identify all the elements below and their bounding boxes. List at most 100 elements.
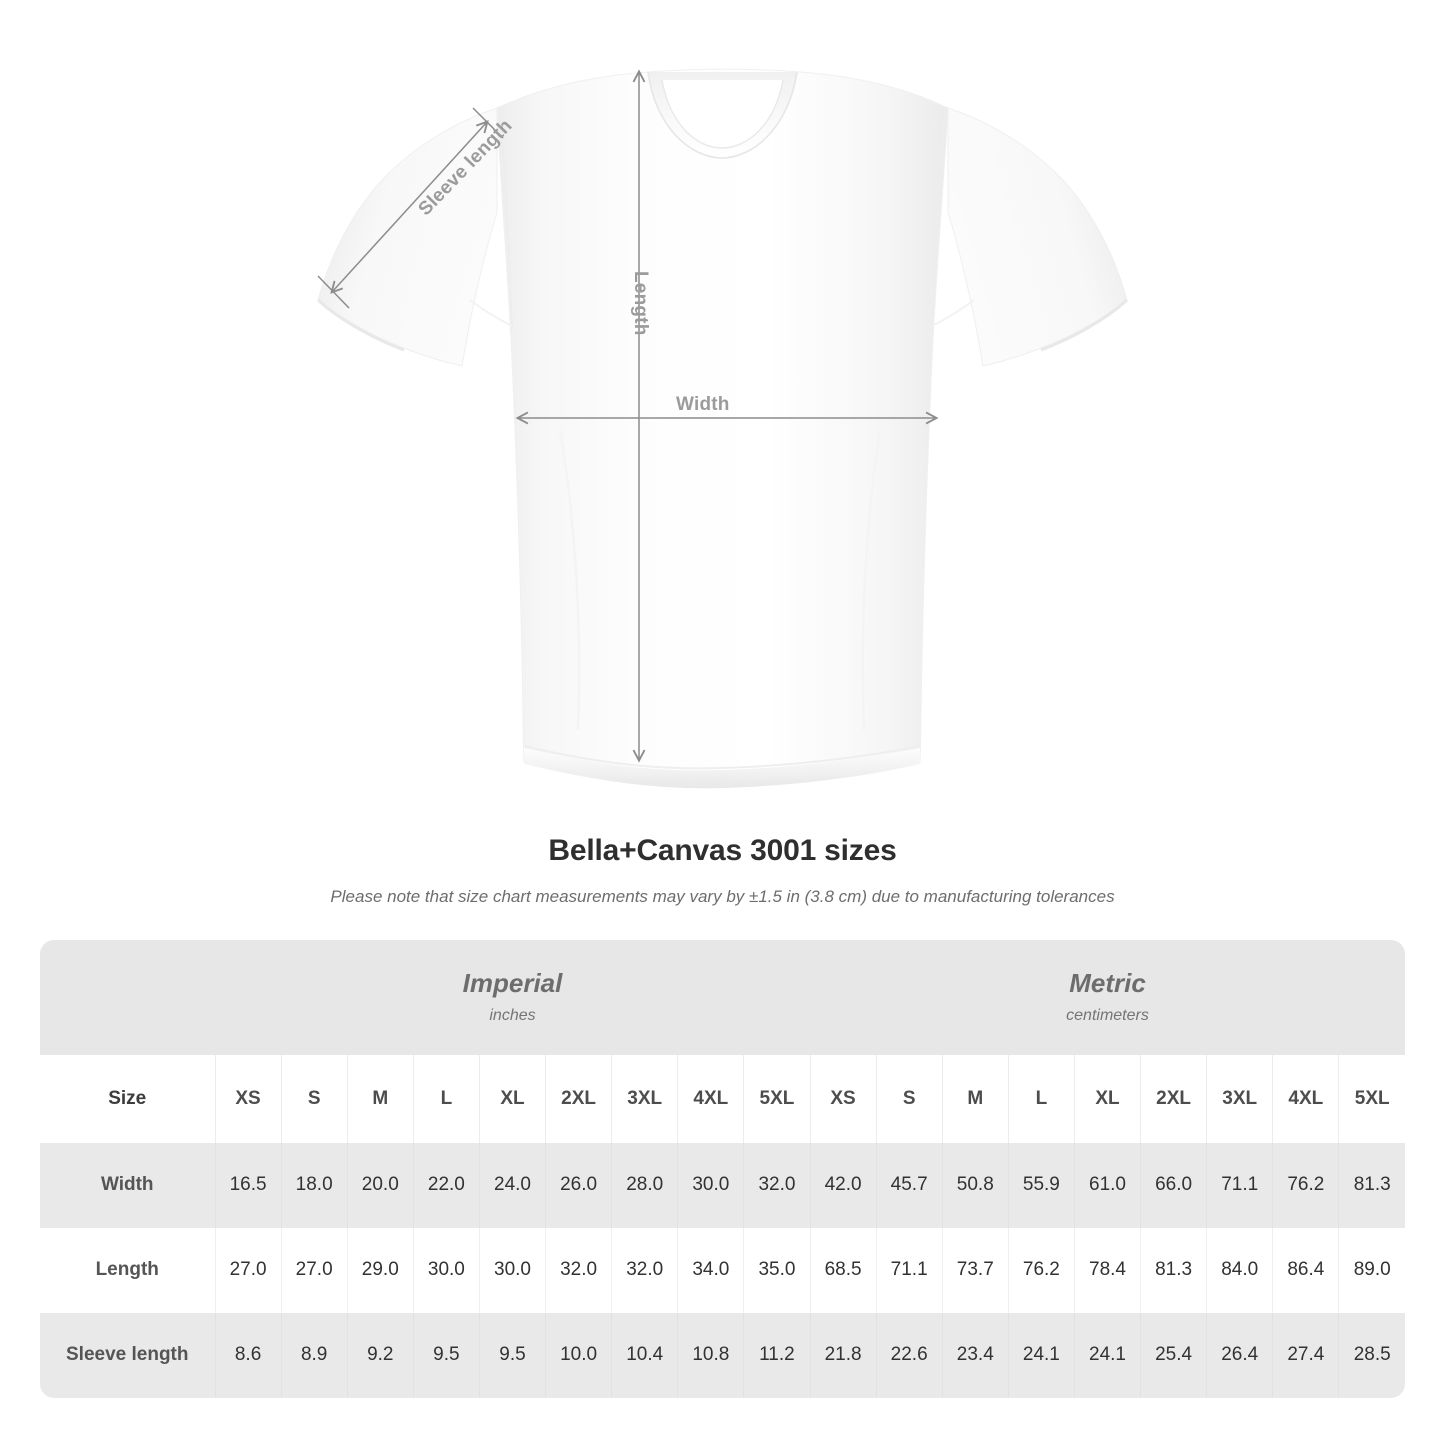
measurement-cell: 8.6 [214, 1312, 282, 1398]
measurement-cell: 30.0 [412, 1227, 480, 1313]
imperial-unit-name: Imperial [462, 968, 563, 999]
measurement-cell: 89.0 [1338, 1227, 1405, 1313]
measurement-cell: 84.0 [1206, 1227, 1273, 1313]
size-header-cell: S [875, 1054, 943, 1143]
measurement-cell: 24.0 [478, 1142, 546, 1228]
size-header-cell: L [1007, 1054, 1075, 1143]
measurement-cell: 42.0 [809, 1142, 877, 1228]
size-header-cell: 5XL [743, 1054, 810, 1143]
page-title: Bella+Canvas 3001 sizes [548, 834, 897, 867]
left-shoulder-seam [499, 111, 513, 331]
measurement-cell: 8.9 [280, 1312, 348, 1398]
measurement-cell: 50.8 [941, 1142, 1009, 1228]
size-header-cell: XS [809, 1054, 877, 1143]
measurement-cell: 29.0 [346, 1227, 414, 1313]
fold-2 [861, 429, 882, 731]
measurement-cell: 78.4 [1073, 1227, 1141, 1313]
measurement-cell: 27.4 [1272, 1312, 1339, 1398]
right-cuff [1040, 298, 1129, 352]
collar-inner [661, 79, 784, 149]
sleeve-tick-bottom [317, 275, 350, 309]
measurement-cell: 20.0 [346, 1142, 414, 1228]
tshirt-diagram: Sleeve length Length Width [316, 68, 1129, 789]
sleeve-arrow [330, 120, 489, 294]
hem-stitch [523, 745, 921, 770]
length-label: Length [630, 271, 651, 336]
fold-4 [931, 299, 975, 327]
measurement-cell: 21.8 [809, 1312, 877, 1398]
size-header-cell: L [412, 1054, 480, 1143]
metric-unit-cell: Metric centimeters [810, 939, 1405, 1055]
metric-unit-name: Metric [1069, 968, 1146, 999]
bottom-hem [524, 748, 920, 789]
size-table-container: Imperial inches Metric centimeters Size X… [40, 939, 1405, 1398]
size-header-cell: XL [1073, 1054, 1141, 1143]
measurement-cell: 73.7 [941, 1227, 1009, 1313]
size-header-cell: 2XL [1140, 1054, 1207, 1143]
measurement-cell: 32.0 [611, 1227, 678, 1313]
right-sleeve [947, 107, 1128, 367]
measurement-cell: 18.0 [280, 1142, 348, 1228]
size-header-row: Size XS S M L XL 2XL 3XL 4XL 5XL XS S M L XL 2XL 3XL 4XL 5… [40, 1054, 1405, 1143]
measurement-cell: 9.2 [346, 1312, 414, 1398]
measurement-row-label: Length [40, 1227, 215, 1313]
measurement-cell: 11.2 [743, 1312, 810, 1398]
size-row-label: Size [40, 1054, 215, 1143]
shirt-torso [496, 68, 949, 784]
size-header-cell: 5XL [1338, 1054, 1405, 1143]
unit-banner-spacer [40, 939, 215, 1055]
shirt-body-group [316, 68, 1129, 789]
tolerance-note: Please note that size chart measurements… [330, 886, 1115, 906]
measurement-cell: 68.5 [809, 1227, 877, 1313]
measurement-cell: 25.4 [1140, 1312, 1207, 1398]
measurement-cell: 45.7 [875, 1142, 943, 1228]
measurement-cell: 16.5 [214, 1142, 282, 1228]
measurement-cell: 10.0 [545, 1312, 612, 1398]
measurement-cell: 27.0 [214, 1227, 282, 1313]
measurement-cell: 55.9 [1007, 1142, 1075, 1228]
measurement-cell: 81.3 [1140, 1227, 1207, 1313]
imperial-unit-cell: Imperial inches [215, 939, 810, 1055]
measurement-cell: 9.5 [478, 1312, 546, 1398]
unit-banner-row: Imperial inches Metric centimeters [40, 939, 1405, 1055]
measurement-cell: 22.0 [412, 1142, 480, 1228]
size-header-cell: XS [214, 1054, 282, 1143]
size-header-cell: 2XL [545, 1054, 612, 1143]
tshirt-illustration [316, 68, 1129, 789]
size-chart-table: Imperial inches Metric centimeters Size X… [40, 939, 1405, 1398]
measurement-cell: 24.1 [1007, 1312, 1075, 1398]
measurement-cell: 30.0 [677, 1142, 744, 1228]
measurement-cell: 26.0 [545, 1142, 612, 1228]
imperial-unit-sub: inches [489, 1006, 536, 1024]
fold-1 [558, 429, 581, 731]
fold-3 [469, 299, 513, 327]
measurement-cell: 10.8 [677, 1312, 744, 1398]
measurement-cell: 71.1 [1206, 1142, 1273, 1228]
size-header-cell: M [941, 1054, 1009, 1143]
size-header-cell: 4XL [1272, 1054, 1339, 1143]
measurement-cell: 10.4 [611, 1312, 678, 1398]
measurement-cell: 81.3 [1338, 1142, 1405, 1228]
table-row: Length 27.0 27.0 29.0 30.0 30.0 32.0 32.0 34.0 35… [40, 1227, 1405, 1313]
size-header-cell: 4XL [677, 1054, 744, 1143]
measurement-annotations [317, 69, 939, 763]
right-shoulder-seam [931, 111, 946, 331]
metric-unit-sub: centimeters [1066, 1006, 1149, 1024]
measurement-cell: 76.2 [1007, 1227, 1075, 1313]
measurement-cell: 28.5 [1338, 1312, 1405, 1398]
measurement-row-label: Width [40, 1142, 215, 1228]
measurement-cell: 28.0 [611, 1142, 678, 1228]
measurement-cell: 32.0 [743, 1142, 810, 1228]
measurement-cell: 71.1 [875, 1227, 943, 1313]
measurement-cell: 23.4 [941, 1312, 1009, 1398]
measurement-row-label: Sleeve length [40, 1312, 215, 1398]
table-row: Sleeve length 8.6 8.9 9.2 9.5 9.5 10.0 10.4 10.8… [40, 1312, 1405, 1398]
table-row: Width 16.5 18.0 20.0 22.0 24.0 26.0 28.0 30.0 32.… [40, 1142, 1405, 1228]
measurement-cell: 66.0 [1140, 1142, 1207, 1228]
measurement-cell: 32.0 [545, 1227, 612, 1313]
measurement-cell: 35.0 [743, 1227, 810, 1313]
chart-heading-block: Bella+Canvas 3001 sizes Please note that… [0, 834, 1445, 907]
size-header-cell: XL [478, 1054, 546, 1143]
size-header-cell: 3XL [611, 1054, 678, 1143]
measurement-cell: 22.6 [875, 1312, 943, 1398]
